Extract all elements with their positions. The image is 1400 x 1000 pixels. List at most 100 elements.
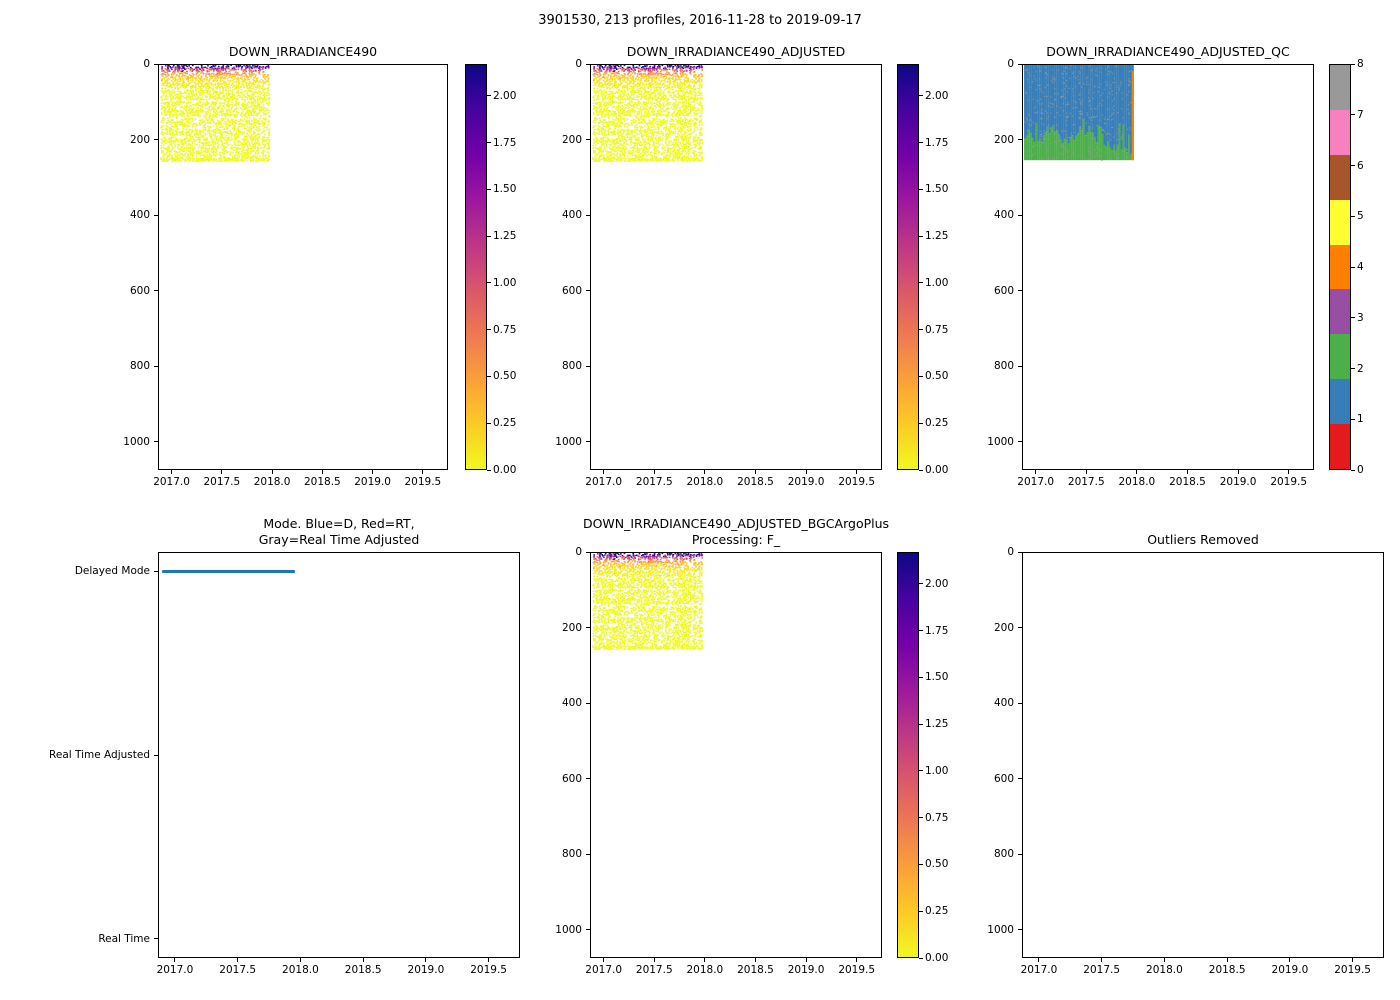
colorbar-tick-mark [919,375,923,377]
colorbar-tick-label: 0.75 [925,323,949,336]
x-tick-label: 2017.0 [156,964,194,976]
x-tick-mark [856,958,858,962]
colorbar-tick-label: 1.75 [925,624,949,637]
x-tick-label: 2019.0 [787,964,825,976]
x-tick-mark [299,958,301,962]
y-tick-label: 1000 [987,923,1014,936]
colorbar-tick-label: 0.50 [493,370,517,383]
colorbar-tick-mark [487,235,491,237]
y-tick-label: 800 [129,360,150,373]
y-tick-mark [154,754,158,756]
colorbar-tick-mark [1351,469,1355,471]
colorbar-tick-mark [919,770,923,772]
figure-suptitle: 3901530, 213 profiles, 2016-11-28 to 201… [538,13,862,28]
colorbar-tick-label: 7 [1357,108,1364,121]
y-tick-label: 800 [993,360,1014,373]
colorbar-tick-mark [919,469,923,471]
colorbar-tick-mark [487,188,491,190]
y-tick-mark [154,365,158,367]
x-tick-label: 2017.5 [219,964,257,976]
y-tick-mark [586,441,590,443]
x-tick-label: 2017.0 [585,476,623,488]
x-tick-label: 2018.0 [686,476,724,488]
qc-colorbar-segment-7 [1330,109,1350,155]
x-tick-mark [856,470,858,474]
x-tick-label: 2018.0 [253,476,291,488]
x-tick-mark [1035,470,1037,474]
x-tick-mark [1101,958,1103,962]
colorbar-tick-label: 2 [1357,362,1364,375]
x-tick-mark [1136,470,1138,474]
colorbar-adjusted [897,64,919,470]
colorbar-tick-mark [1351,317,1355,319]
colorbar-tick-label: 6 [1357,159,1364,172]
y-tick-mark [586,214,590,216]
colorbar-tick-mark [919,142,923,144]
x-tick-label: 2019.5 [470,964,507,976]
mode-category-label: Real Time Adjusted [49,749,150,761]
colorbar-tick-label: 1.00 [493,276,517,289]
y-tick-mark [1018,778,1022,780]
x-tick-mark [603,958,605,962]
y-tick-mark [154,214,158,216]
x-tick-label: 2017.5 [635,964,673,976]
colorbar-tick-mark [1351,165,1355,166]
colorbar-tick-mark [919,95,923,97]
y-tick-label: 600 [561,284,582,297]
x-tick-mark [653,958,655,962]
x-tick-mark [1288,470,1290,474]
qc-colorbar-segment-5 [1330,199,1350,245]
panel-outliers-axes [1022,552,1384,958]
y-tick-mark [154,290,158,292]
qc-colorbar-segment-6 [1330,154,1350,200]
colorbar-tick-mark [919,630,923,632]
qc-data [1023,65,1313,469]
colorbar-tick-mark [919,910,923,912]
x-tick-label: 2019.0 [1219,476,1257,488]
colorbar-tick-label: 0 [1357,464,1364,476]
colorbar-tick-mark [487,329,491,331]
y-tick-mark [1018,627,1022,629]
colorbar-tick-mark [919,817,923,819]
colorbar-qc [1329,64,1351,470]
x-tick-label: 2018.0 [686,964,724,976]
colorbar-tick-label: 0.50 [925,370,949,383]
colorbar-tick-label: 1.50 [925,671,949,684]
x-tick-mark [1352,958,1354,962]
panel-mode-axes [158,552,520,958]
y-tick-label: 400 [993,697,1014,710]
panel-adjusted-axes [590,64,882,470]
x-tick-mark [704,470,706,474]
x-tick-label: 2019.5 [838,964,876,976]
y-tick-mark [154,570,158,572]
colorbar-tick-label: 0.25 [925,417,949,430]
scatter-data-adjusted [591,65,881,469]
colorbar-tick-mark [1351,418,1355,420]
x-tick-mark [171,470,173,474]
y-tick-mark [154,441,158,443]
y-tick-mark [586,778,590,780]
colorbar-tick-label: 1.75 [925,136,949,149]
colorbar-tick-label: 1.25 [925,718,949,731]
y-tick-label: 400 [129,209,150,222]
colorbar-tick-mark [919,957,923,959]
x-tick-label: 2019.0 [354,476,391,488]
y-tick-label: 0 [575,58,582,70]
x-tick-mark [704,958,706,962]
y-tick-mark [586,290,590,292]
panel-bgc-axes [590,552,882,958]
colorbar-tick-label: 4 [1357,261,1364,273]
colorbar-tick-mark [919,863,923,865]
colorbar-tick-label: 0.00 [925,952,949,964]
colorbar-tick-mark [487,282,491,284]
colorbar-tick-mark [919,723,923,725]
y-tick-mark [154,139,158,141]
colorbar-tick-mark [487,142,491,144]
colorbar-tick-mark [919,329,923,331]
x-tick-label: 2017.0 [585,964,623,976]
x-tick-label: 2019.0 [1271,964,1309,976]
y-tick-label: 1000 [987,435,1014,448]
x-tick-mark [754,470,756,474]
colorbar-tick-label: 1.25 [925,230,949,243]
